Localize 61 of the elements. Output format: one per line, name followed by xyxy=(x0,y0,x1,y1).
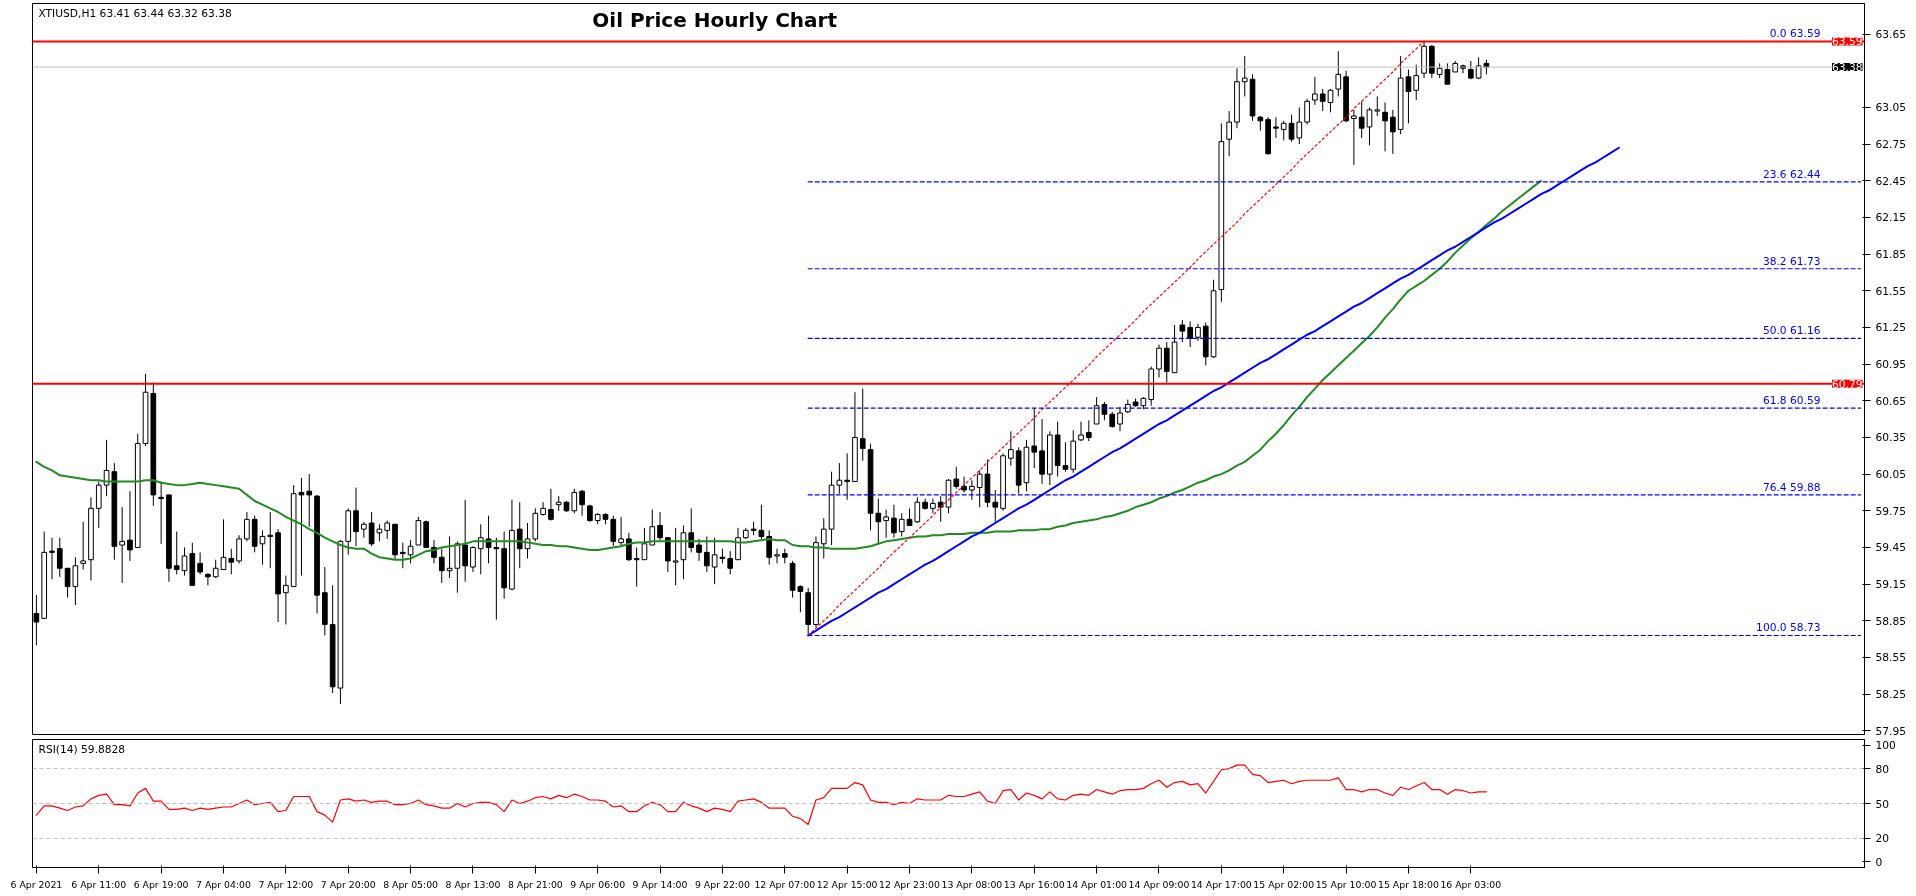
y-tick-label: 50 xyxy=(1875,797,1890,811)
x-tick-label: 7 Apr 12:00 xyxy=(258,878,314,890)
ref-line-label: 63.38 xyxy=(1831,61,1863,75)
y-tick-label: 58.85 xyxy=(1875,614,1907,628)
x-tick-label: 14 Apr 09:00 xyxy=(1128,878,1190,890)
y-tick-label: 61.25 xyxy=(1875,321,1907,335)
y-tick-label: 59.45 xyxy=(1875,541,1907,555)
annotation: 76.4 59.88 xyxy=(1762,480,1821,494)
annotation: XTIUSD,H1 63.41 63.44 63.32 63.38 xyxy=(38,6,233,20)
x-tick-label: 8 Apr 05:00 xyxy=(383,878,439,890)
y-tick-label: 63.05 xyxy=(1875,101,1907,115)
ref-line-label: 60.79 xyxy=(1831,377,1863,391)
x-tick-label: 12 Apr 23:00 xyxy=(879,878,940,890)
x-tick-label: 9 Apr 06:00 xyxy=(570,878,626,890)
x-tick-label: 12 Apr 07:00 xyxy=(754,878,816,890)
x-tick-label: 6 Apr 2021 xyxy=(10,878,63,890)
y-tick-label: 20 xyxy=(1875,832,1890,846)
annotation: 23.6 62.44 xyxy=(1762,167,1821,181)
y-tick-label: 58.25 xyxy=(1875,688,1907,702)
y-tick-label: 61.85 xyxy=(1875,248,1907,262)
y-tick-label: 60.05 xyxy=(1875,468,1907,482)
y-tick-label: 100 xyxy=(1875,739,1897,753)
x-tick-label: 15 Apr 10:00 xyxy=(1315,878,1377,890)
y-tick-label: 62.15 xyxy=(1875,211,1907,225)
chart-title: Oil Price Hourly Chart xyxy=(592,7,838,32)
x-tick-label: 6 Apr 19:00 xyxy=(133,878,189,890)
y-tick-label: 63.65 xyxy=(1875,28,1907,42)
x-tick-label: 15 Apr 02:00 xyxy=(1253,878,1315,890)
x-tick-label: 9 Apr 22:00 xyxy=(694,878,750,890)
y-tick-label: 60.65 xyxy=(1875,394,1907,408)
y-tick-label: 80 xyxy=(1875,762,1890,776)
annotation: 38.2 61.73 xyxy=(1762,254,1821,268)
y-tick-label: 0 xyxy=(1875,855,1883,869)
x-tick-label: 16 Apr 03:00 xyxy=(1440,878,1502,890)
x-tick-label: 9 Apr 14:00 xyxy=(632,878,688,890)
x-tick-label: 14 Apr 01:00 xyxy=(1066,878,1128,890)
y-tick-label: 61.55 xyxy=(1875,284,1907,298)
x-tick-label: 6 Apr 11:00 xyxy=(71,878,127,890)
y-tick-label: 60.95 xyxy=(1875,358,1907,372)
x-tick-label: 7 Apr 20:00 xyxy=(320,878,376,890)
annotation: 50.0 61.16 xyxy=(1762,324,1821,338)
ref-line-label: 63.59 xyxy=(1831,35,1863,49)
x-tick-label: 7 Apr 04:00 xyxy=(196,878,251,890)
x-tick-label: 8 Apr 13:00 xyxy=(445,878,501,890)
y-tick-label: 60.35 xyxy=(1875,431,1907,445)
y-tick-label: 59.75 xyxy=(1875,504,1907,518)
x-tick-label: 8 Apr 21:00 xyxy=(507,878,563,890)
x-tick-label: 14 Apr 17:00 xyxy=(1190,878,1252,890)
y-tick-label: 59.15 xyxy=(1875,578,1907,592)
y-tick-label: 57.95 xyxy=(1875,724,1907,738)
x-tick-label: 13 Apr 08:00 xyxy=(941,878,1003,890)
x-tick-label: 13 Apr 16:00 xyxy=(1003,878,1065,890)
chart-title: RSI(14) 59.8828 xyxy=(38,742,126,756)
x-tick-label: 12 Apr 15:00 xyxy=(816,878,878,890)
annotation: 100.0 58.73 xyxy=(1756,621,1821,635)
annotation: 61.8 60.59 xyxy=(1762,394,1821,408)
x-tick-label: 15 Apr 18:00 xyxy=(1378,878,1439,890)
annotation: 0.0 63.59 xyxy=(1769,27,1821,41)
y-tick-label: 58.55 xyxy=(1875,651,1907,665)
y-tick-label: 62.75 xyxy=(1875,138,1907,152)
y-tick-label: 62.45 xyxy=(1875,174,1907,188)
